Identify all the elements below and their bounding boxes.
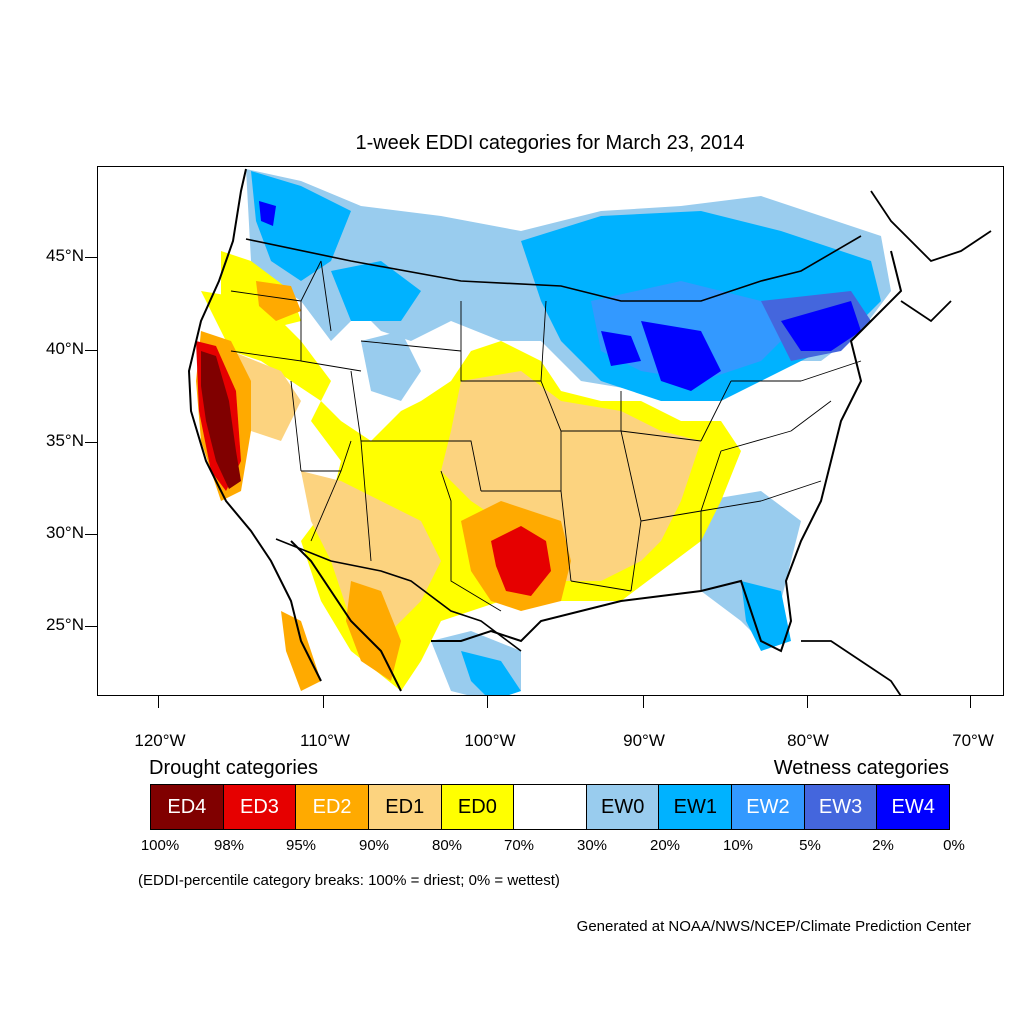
lat-label-40n: 40°N — [46, 339, 84, 358]
region-ed2-baja — [281, 611, 321, 691]
canada-coast — [870, 190, 992, 323]
lat-tick — [85, 442, 97, 443]
region-ew1-florida — [741, 581, 791, 651]
percent-label: 0% — [943, 837, 965, 854]
percent-label: 10% — [722, 837, 754, 854]
region-ed3-texas — [491, 526, 551, 596]
state-borders — [230, 260, 862, 612]
legend-label: ED3 — [240, 795, 279, 818]
legend-box-ew0: EW0 — [586, 785, 660, 829]
region-ew1-texas-coast — [461, 651, 521, 695]
region-ed2-oregon — [256, 281, 301, 321]
region-ew4-newyork — [781, 301, 861, 351]
lat-label-45n: 45°N — [46, 246, 84, 265]
legend-box-ew1: EW1 — [659, 785, 733, 829]
legend-box-ed1: ED1 — [368, 785, 442, 829]
legend-box-ed2: ED2 — [296, 785, 369, 829]
category-breaks-note: (EDDI-percentile category breaks: 100% =… — [138, 872, 560, 889]
legend-box-ew3: EW3 — [804, 785, 878, 829]
percent-label: 100% — [140, 837, 180, 854]
region-ew4-washington — [259, 201, 276, 226]
lon-tick — [323, 696, 324, 708]
legend-box-ed4: ED4 — [151, 785, 224, 829]
percent-label: 70% — [503, 837, 535, 854]
legend-label: EW0 — [600, 795, 645, 818]
region-ew0-colorado — [361, 331, 421, 401]
lon-label-70w: 70°W — [952, 731, 994, 750]
lat-label-30n: 30°N — [46, 523, 84, 542]
eddi-map — [187, 168, 992, 695]
lat-tick — [85, 626, 97, 627]
region-ed2-mexico — [346, 581, 401, 681]
map-frame — [97, 166, 1004, 696]
legend-label: ED4 — [167, 795, 207, 818]
legend-label: EW1 — [673, 795, 717, 818]
lon-label-100w: 100°W — [464, 731, 516, 750]
region-ed4-california — [201, 351, 241, 489]
lat-label-35n: 35°N — [46, 431, 84, 450]
percent-label: 98% — [213, 837, 245, 854]
credit-line: Generated at NOAA/NWS/NCEP/Climate Predi… — [576, 918, 971, 935]
legend-box-neutral — [514, 785, 587, 829]
legend-label: ED0 — [457, 795, 497, 818]
lat-tick — [85, 257, 97, 258]
lat-tick — [85, 534, 97, 535]
page-title: 1-week EDDI categories for March 23, 201… — [355, 132, 745, 154]
lon-tick — [970, 696, 971, 708]
region-ew1-northern-rockies — [251, 171, 351, 281]
lon-label-80w: 80°W — [787, 731, 829, 750]
percent-label: 2% — [872, 837, 894, 854]
lon-tick — [643, 696, 644, 708]
percent-label: 20% — [649, 837, 681, 854]
legend-box-ew2: EW2 — [732, 785, 805, 829]
percent-label: 80% — [431, 837, 463, 854]
coastline — [187, 168, 903, 692]
percent-label: 30% — [576, 837, 608, 854]
legend-box-ew4: EW4 — [877, 785, 950, 829]
region-ew4-wisconsin — [601, 331, 641, 366]
lon-label-120w: 120°W — [134, 731, 186, 750]
legend-bar: ED4 ED3 ED2 ED1 ED0 EW0 EW1 EW2 EW3 EW4 — [150, 784, 950, 830]
legend-label: ED1 — [385, 795, 425, 818]
lon-label-90w: 90°W — [623, 731, 665, 750]
lon-label-110w: 110°W — [300, 731, 350, 750]
drought-categories-heading: Drought categories — [149, 757, 318, 779]
legend-box-ed0: ED0 — [441, 785, 515, 829]
percent-label: 90% — [358, 837, 390, 854]
region-ew1-montana — [331, 261, 421, 321]
legend-label: ED2 — [312, 795, 352, 818]
national-border — [245, 235, 862, 652]
legend-box-ed3: ED3 — [223, 785, 297, 829]
lat-label-25n: 25°N — [46, 615, 84, 634]
lat-tick — [85, 350, 97, 351]
percent-label: 5% — [799, 837, 821, 854]
lon-tick — [158, 696, 159, 708]
cuba-outline — [801, 640, 902, 695]
lon-tick — [807, 696, 808, 708]
lon-tick — [487, 696, 488, 708]
region-ew4-lakes — [641, 321, 721, 391]
legend-label: EW3 — [818, 795, 863, 818]
percent-label: 95% — [285, 837, 317, 854]
legend-label: EW4 — [891, 795, 935, 818]
legend-label: EW2 — [746, 795, 790, 818]
wetness-categories-heading: Wetness categories — [773, 757, 949, 779]
